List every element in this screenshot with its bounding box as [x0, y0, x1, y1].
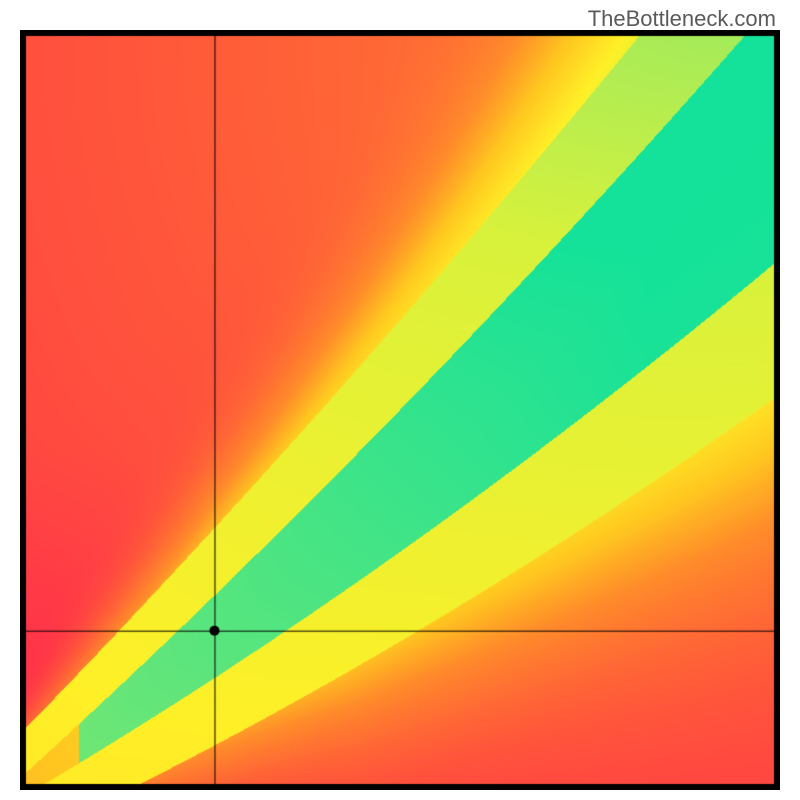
heatmap-canvas: [20, 30, 780, 790]
chart-container: TheBottleneck.com: [0, 0, 800, 800]
plot-area: [20, 30, 780, 790]
watermark-text: TheBottleneck.com: [588, 6, 776, 32]
